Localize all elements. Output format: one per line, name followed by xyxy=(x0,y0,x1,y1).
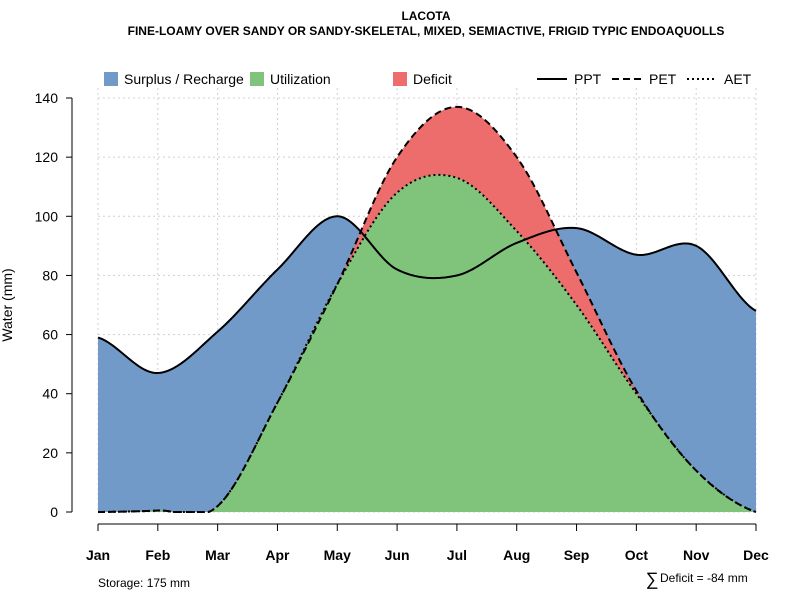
x-tick-label: Apr xyxy=(265,547,290,563)
x-tick-label: May xyxy=(324,547,351,563)
legend-swatch xyxy=(104,72,118,86)
chart-subtitle: FINE-LOAMY OVER SANDY OR SANDY-SKELETAL,… xyxy=(128,24,725,38)
y-tick-label: 20 xyxy=(42,445,58,461)
series-lines xyxy=(97,105,757,513)
y-axis-label: Water (mm) xyxy=(0,268,15,341)
areas xyxy=(98,106,756,513)
legend-swatch xyxy=(250,72,264,86)
x-tick-label: Dec xyxy=(743,547,769,563)
legend-label: PET xyxy=(649,71,677,87)
legend-label: Deficit xyxy=(413,71,452,87)
x-tick-label: Feb xyxy=(145,547,170,563)
legend-label: Surplus / Recharge xyxy=(124,71,244,87)
y-tick-label: 0 xyxy=(50,504,58,520)
y-tick-label: 140 xyxy=(35,90,59,106)
deficit-total: Deficit = -84 mm xyxy=(660,571,748,585)
storage-note: Storage: 175 mm xyxy=(98,576,190,590)
utilization-area xyxy=(98,174,756,513)
x-tick-label: Jan xyxy=(86,547,110,563)
chart-title: LACOTA xyxy=(401,9,450,23)
y-tick-label: 120 xyxy=(35,149,59,165)
legend-swatch xyxy=(393,72,407,86)
x-tick-label: Sep xyxy=(564,547,590,563)
sum-symbol: ∑ xyxy=(646,569,659,589)
x-tick-label: Mar xyxy=(205,547,230,563)
y-tick-label: 60 xyxy=(42,327,58,343)
x-tick-label: Nov xyxy=(683,547,710,563)
y-tick-label: 100 xyxy=(35,208,59,224)
legend: Surplus / Recharge Utilization Deficit PPT P… xyxy=(104,71,752,87)
x-tick-label: Aug xyxy=(503,547,530,563)
pet-line xyxy=(97,105,757,513)
ppt-line xyxy=(97,215,757,375)
legend-label: AET xyxy=(724,71,752,87)
legend-label: PPT xyxy=(574,71,602,87)
axes: 0 20 40 60 80 100 120 140 Jan Feb Mar Apr May Jun Jul A… xyxy=(35,90,769,563)
y-tick-label: 40 xyxy=(42,386,58,402)
x-tick-label: Oct xyxy=(625,547,649,563)
y-tick-label: 80 xyxy=(42,267,58,283)
legend-label: Utilization xyxy=(270,71,331,87)
x-tick-label: Jun xyxy=(385,547,410,563)
x-tick-label: Jul xyxy=(447,547,467,563)
